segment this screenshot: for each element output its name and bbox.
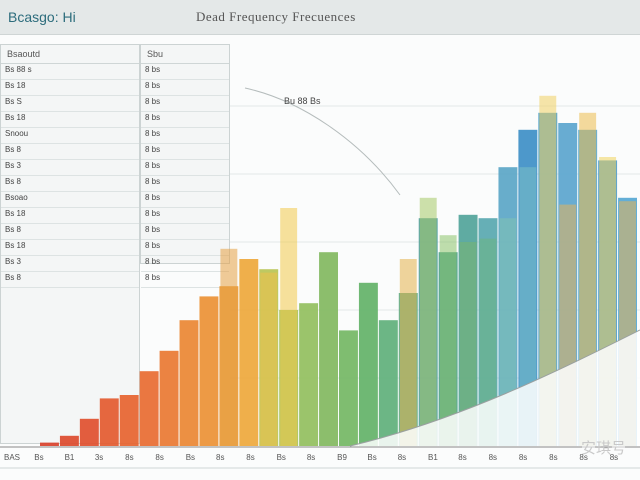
bar [299, 303, 319, 446]
left-panel-title: Bsaoutd [1, 45, 139, 64]
x-tick-label: 8s [549, 453, 557, 462]
x-tick-label: B9 [337, 453, 347, 462]
left-panel-row: Bs 3 [1, 256, 139, 272]
overlay-bar [539, 95, 557, 447]
bar [339, 330, 358, 446]
x-tick-label: 8s [489, 453, 497, 462]
overlay-bar [260, 272, 278, 446]
middle-panel-row: 8 bs [141, 96, 229, 112]
x-tick-label: B1 [65, 453, 75, 462]
watermark: 安琪号 [580, 439, 626, 457]
x-tick-label: 8s [458, 453, 466, 462]
middle-panel-row: 8 bs [141, 128, 229, 144]
bar [99, 398, 119, 446]
left-panel-row: Bs 18 [1, 208, 139, 224]
x-tick-label: Bs [186, 453, 195, 462]
middle-panel-row: 8 bs [141, 272, 229, 288]
left-panel-row: Snoou [1, 128, 139, 144]
left-data-panel: Bsaoutd Bs 88 s Bs 18 Bs S Bs 18 Snoou Bs 8 Bs… [0, 44, 140, 444]
middle-panel-row: 8 bs [141, 176, 229, 192]
bar [239, 259, 259, 446]
lower-curve [349, 329, 640, 447]
bar [378, 320, 398, 446]
bar [159, 350, 179, 446]
x-tick-label: BAS [4, 453, 20, 462]
bar [199, 296, 219, 446]
left-panel-row: Bs 8 [1, 144, 139, 160]
x-tick-label: Bs [277, 453, 286, 462]
left-panel-row: Bs 8 [1, 272, 139, 288]
left-panel-row: Bs 3 [1, 160, 139, 176]
x-tick-label: 8s [246, 453, 254, 462]
lower-curve-area [350, 330, 640, 446]
overlay-bar [479, 238, 497, 446]
middle-data-panel: Sbu 8 bs 8 bs 8 bs 8 bs 8 bs 8 bs 8 bs 8 bs 8 bs… [140, 44, 230, 288]
overlay-bar [280, 208, 298, 446]
middle-panel-row: 8 bs [141, 80, 229, 96]
x-tick-label: 8s [519, 453, 527, 462]
left-panel-row: Bs 18 [1, 80, 139, 96]
trend-curve [244, 87, 401, 196]
middle-panel-row: 8 bs [141, 224, 229, 240]
bar [139, 371, 159, 446]
chart-title: Dead Frequency Frecuences [196, 9, 356, 24]
middle-panel-row: 8 bs [141, 112, 229, 128]
x-tick-label: 8s [579, 453, 587, 462]
middle-panel-row: 8 bs [141, 208, 229, 224]
middle-panel-row: 8 bs [141, 192, 229, 208]
middle-panel-title: Sbu [141, 45, 229, 64]
left-panel-rows: Bs 88 s Bs 18 Bs S Bs 18 Snoou Bs 8 Bs 3 Bs 8 Bs… [1, 64, 139, 288]
x-tick-label: Bs [367, 453, 376, 462]
overlay-bar [519, 167, 537, 446]
x-tick-label: 8s [307, 453, 315, 462]
overlay-bar [419, 197, 437, 446]
overlay-bar [499, 218, 517, 446]
left-panel-row: Bsoao [1, 192, 139, 208]
bar [79, 418, 99, 446]
left-panel-row: Bs 8 [1, 224, 139, 240]
x-tick-label: 8s [216, 453, 224, 462]
left-panel-row: Bs S [1, 96, 139, 112]
bar [40, 442, 59, 446]
bar [179, 320, 199, 446]
overlay-bar [439, 235, 457, 446]
middle-panel-row: 8 bs [141, 64, 229, 80]
x-tick-label: 8s [398, 453, 406, 462]
middle-panel-row: 8 bs [141, 160, 229, 176]
left-panel-row: Bs 18 [1, 240, 139, 256]
bar [59, 435, 79, 446]
middle-panel-row: 8 bs [141, 240, 229, 256]
overlay-bar [220, 248, 238, 446]
chart-header: Bcasgo: Hi Dead Frequency Frecuences [0, 0, 640, 35]
chart-annotation: Bu 88 Bs [284, 96, 321, 106]
middle-panel-row: 8 bs [141, 256, 229, 272]
x-tick-label: 8s [610, 453, 618, 462]
bar [358, 282, 378, 446]
middle-panel-row: 8 bs [141, 144, 229, 160]
bar [319, 252, 338, 446]
overlay-bar [399, 259, 417, 446]
x-tick-label: 3s [95, 453, 103, 462]
left-panel-row: Bs 18 [1, 112, 139, 128]
app-title: Bcasgo: Hi [8, 9, 76, 25]
x-tick-label: B1 [428, 453, 438, 462]
x-tick-label: 8s [155, 453, 163, 462]
x-tick-label: 8s [125, 453, 133, 462]
x-tick-label: Bs [34, 453, 43, 462]
left-panel-row: Bs 88 s [1, 64, 139, 80]
middle-panel-rows: 8 bs 8 bs 8 bs 8 bs 8 bs 8 bs 8 bs 8 bs 8 bs 8 bs… [141, 64, 229, 288]
bar [119, 395, 139, 446]
left-panel-row: Bs 8 [1, 176, 139, 192]
overlay-bar [459, 242, 477, 446]
